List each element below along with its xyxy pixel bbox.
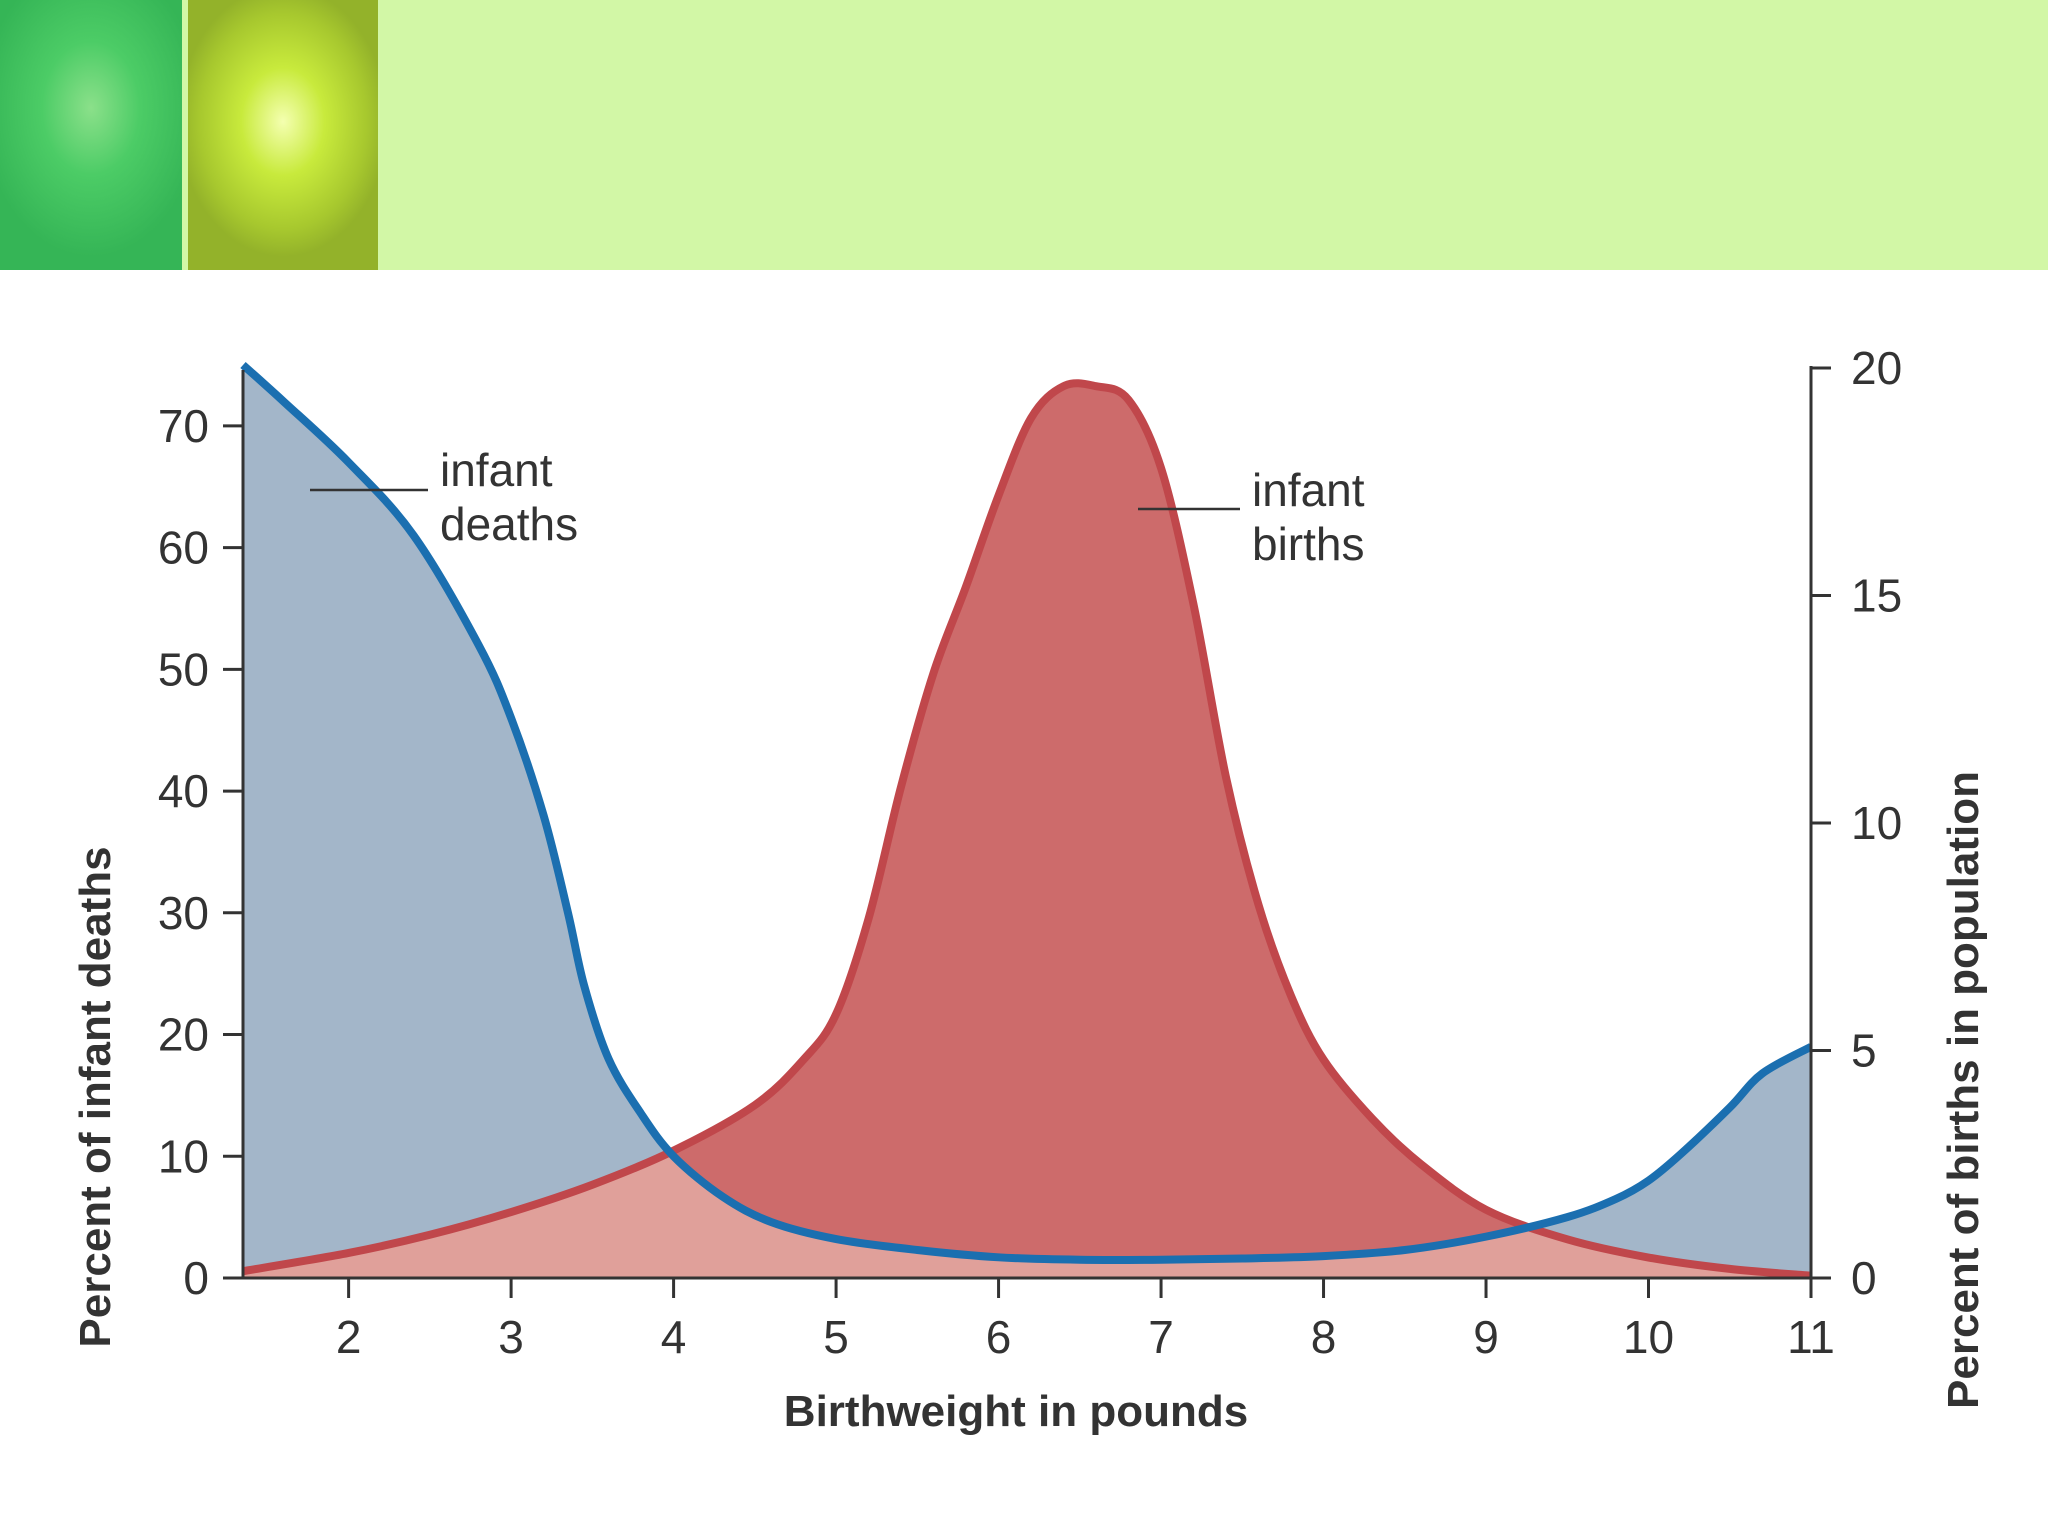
area-fills: [243, 365, 1811, 1279]
lightbulb-image-left: [0, 0, 182, 270]
x-tick-label: 6: [986, 1311, 1012, 1363]
deaths-area: [243, 365, 1811, 1278]
left-y-tick-label: 30: [158, 887, 209, 939]
slide-banner: [0, 0, 2048, 270]
x-tick-label: 2: [336, 1311, 362, 1363]
left-y-tick-label: 50: [158, 643, 209, 695]
left-y-tick-label: 20: [158, 1009, 209, 1061]
annotation-births-line2: births: [1252, 518, 1364, 570]
x-tick-label: 3: [498, 1311, 524, 1363]
left-y-tick-label: 60: [158, 522, 209, 574]
annotation-births-line1: infant: [1252, 464, 1365, 516]
left-y-tick-label: 70: [158, 400, 209, 452]
left-y-axis-title: Percent of infant deaths: [71, 846, 120, 1347]
annotation-deaths-line2: deaths: [440, 498, 578, 550]
birthweight-chart: 2 3 4 5 6 7 8 9 10 11 0 10 20 30 40 50 60 70 0 5 10 15 20 infa…: [71, 342, 1988, 1436]
tick-marks: [223, 366, 1831, 1298]
annotation-deaths-line1: infant: [440, 444, 553, 496]
x-tick-label: 11: [1787, 1311, 1835, 1363]
left-y-tick-label: 10: [158, 1130, 209, 1182]
series-lines: [240, 362, 1813, 1280]
left-y-tick-label: 40: [158, 765, 209, 817]
x-tick-label: 7: [1148, 1311, 1174, 1363]
right-y-tick-label: 15: [1851, 570, 1902, 622]
x-axis-title: Birthweight in pounds: [784, 1387, 1248, 1436]
lightbulb-image-right: [188, 0, 378, 270]
x-tick-label: 10: [1623, 1311, 1674, 1363]
x-tick-label: 5: [823, 1311, 849, 1363]
right-y-tick-label: 0: [1851, 1252, 1877, 1304]
right-y-tick-label: 10: [1851, 797, 1902, 849]
deaths-line: [240, 362, 1813, 1264]
births-area: [243, 383, 1811, 1279]
right-y-tick-label: 20: [1851, 342, 1902, 394]
x-tick-label: 4: [661, 1311, 687, 1363]
x-tick-label: 9: [1473, 1311, 1499, 1363]
right-y-tick-label: 5: [1851, 1025, 1877, 1077]
left-y-tick-label: 0: [183, 1252, 209, 1304]
tick-labels: 2 3 4 5 6 7 8 9 10 11 0 10 20 30 40 50 60 70 0 5 10 15 20: [158, 342, 1902, 1363]
x-tick-label: 8: [1311, 1311, 1337, 1363]
right-y-axis-title: Percent of births in population: [1939, 771, 1988, 1409]
